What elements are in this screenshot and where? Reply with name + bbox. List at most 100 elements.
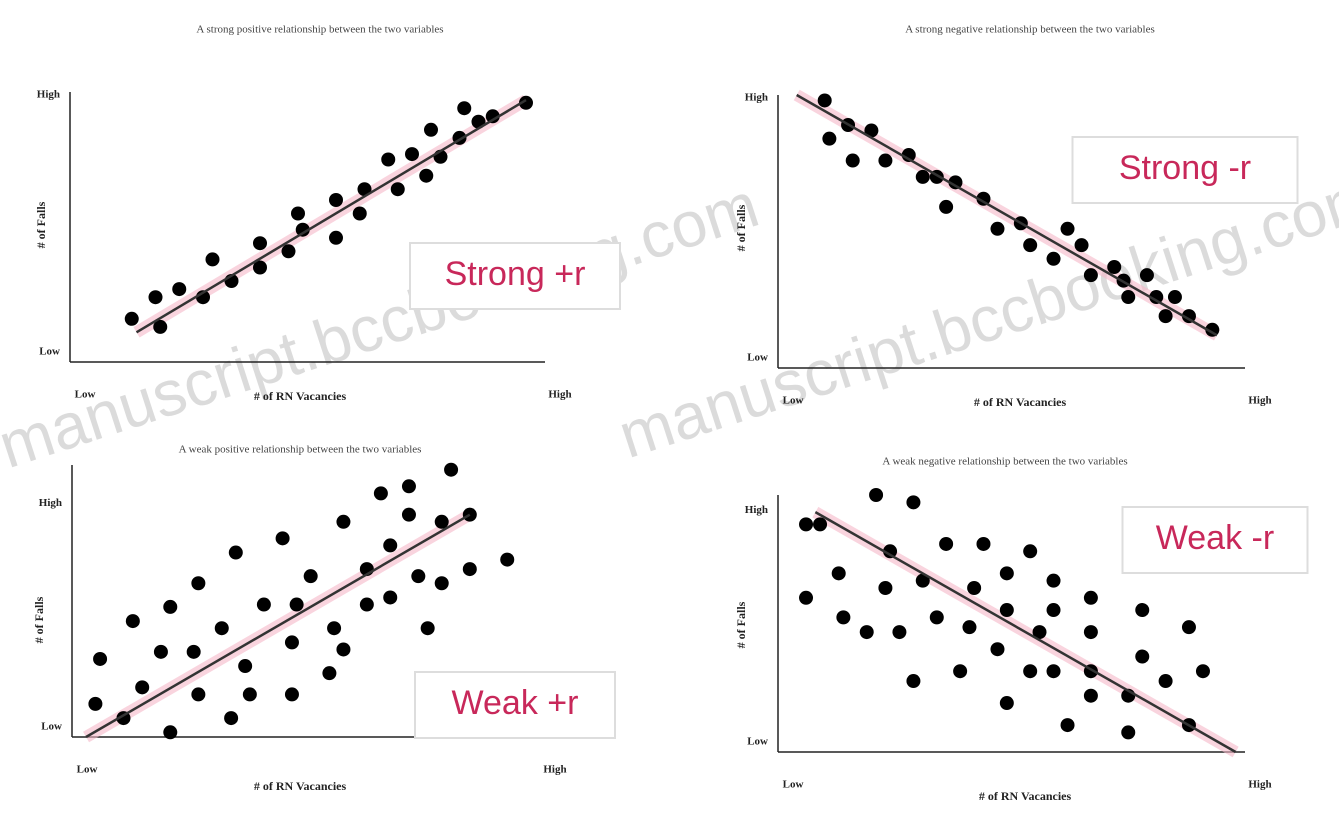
y-tick-label: Low [39,346,60,358]
y-axis-label: # of Falls [734,204,748,251]
point [1023,664,1038,679]
point [405,147,419,162]
y-axis-label: # of Falls [734,601,748,648]
point [135,680,150,695]
point [242,687,257,702]
point [295,222,310,237]
point [1121,290,1136,305]
y-axis-label: # of Falls [34,201,48,248]
point [322,666,337,681]
x-tick-label: Low [783,395,804,407]
point [228,545,243,560]
point [352,206,367,221]
point [1158,309,1173,324]
x-axis-label: # of RN Vacancies [254,779,347,793]
point [929,610,944,625]
x-tick-label: Low [75,389,96,401]
point [1121,725,1136,740]
point [1139,268,1154,283]
point [383,538,398,553]
point [238,659,253,674]
y-tick-label: High [39,497,62,509]
point [153,319,168,334]
y-tick-label: Low [747,736,768,748]
point [93,651,108,666]
badge-label: Strong -r [1119,149,1251,187]
point [390,182,405,197]
point [191,576,206,591]
point [831,566,846,581]
point [420,621,435,636]
point [253,260,267,275]
point [153,644,168,659]
y-axis-label: # of Falls [32,596,46,643]
point [878,581,893,596]
scatter-panel: A weak positive relationship between the… [32,444,616,793]
point [864,123,879,138]
trend-line [135,99,527,334]
scatter-panel: A strong positive relationship between t… [34,24,621,403]
point [224,711,239,726]
point [191,687,206,702]
point [1083,590,1098,605]
point [962,620,977,635]
y-tick-label: High [745,504,768,516]
point [999,566,1014,581]
point [284,635,299,650]
badge-box [414,671,616,739]
point [336,642,351,657]
point [381,152,396,167]
point [1158,674,1173,689]
y-tick-label: High [745,92,768,104]
chart-title: A weak positive relationship between the… [179,444,422,456]
point [289,597,304,612]
point [434,514,449,529]
x-tick-label: High [1248,395,1271,407]
point [500,552,515,567]
point [1046,603,1061,618]
point [172,282,187,297]
point [953,664,968,679]
x-tick-label: High [548,389,571,401]
point [883,544,898,559]
point [163,599,178,614]
point [383,590,398,605]
point [813,517,828,532]
trend-line [814,511,1237,754]
point [373,486,388,501]
y-tick-label: Low [747,352,768,364]
point [1107,259,1122,274]
scatter-panel: A strong negative relationship between t… [734,24,1299,409]
point [906,495,921,510]
point [357,182,372,197]
point [401,507,416,522]
x-axis-label: # of RN Vacancies [974,395,1067,409]
point [999,696,1014,711]
x-axis-label: # of RN Vacancies [979,789,1072,803]
point [519,95,533,110]
point [291,206,305,221]
point [1032,625,1047,640]
point [329,193,343,207]
point [1074,238,1089,253]
point [892,625,907,640]
point [915,169,930,184]
point [817,93,832,108]
point [1181,620,1196,635]
point [1083,268,1098,283]
point [1167,290,1182,305]
point [253,236,267,251]
point [1195,664,1210,679]
point [327,621,342,636]
scatter-panel: A weak negative relationship between the… [734,456,1309,803]
point [1060,221,1075,236]
point [1181,309,1196,324]
point [284,687,299,702]
point [1046,664,1061,679]
chart-title: A strong negative relationship between t… [905,24,1155,36]
point [799,517,814,532]
badge-box [409,242,621,310]
point [462,562,477,577]
x-axis-label: # of RN Vacancies [254,389,347,403]
